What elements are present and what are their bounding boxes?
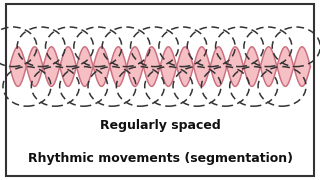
Text: Rhythmic movements (segmentation): Rhythmic movements (segmentation) [28,152,292,165]
Text: Regularly spaced: Regularly spaced [100,120,220,132]
